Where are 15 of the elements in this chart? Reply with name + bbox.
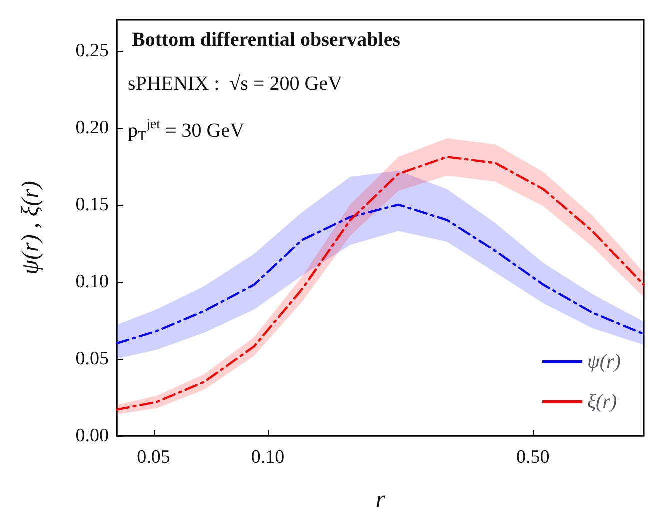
x-tick-label: 0.05	[137, 447, 170, 468]
legend-label: ψ(r)	[587, 351, 622, 373]
x-axis-title: r	[376, 487, 386, 513]
x-tick-label: 0.50	[516, 447, 550, 468]
y-axis-title: ψ(r) , ξ(r)	[18, 181, 44, 275]
y-tick-label: 0.15	[76, 194, 109, 216]
legend-label: ξ(r)	[587, 391, 618, 413]
y-tick-label: 0.25	[76, 40, 109, 62]
y-tick-label: 0.05	[76, 348, 109, 370]
chart-title: Bottom differential observables	[132, 29, 401, 51]
y-tick-label: 0.10	[76, 271, 109, 292]
annotation: sPHENIX : √s = 200 GeV	[128, 73, 344, 95]
x-tick-label: 0.10	[251, 447, 285, 468]
y-tick-label: 0.20	[76, 117, 109, 138]
y-tick-label: 0.00	[76, 426, 109, 446]
